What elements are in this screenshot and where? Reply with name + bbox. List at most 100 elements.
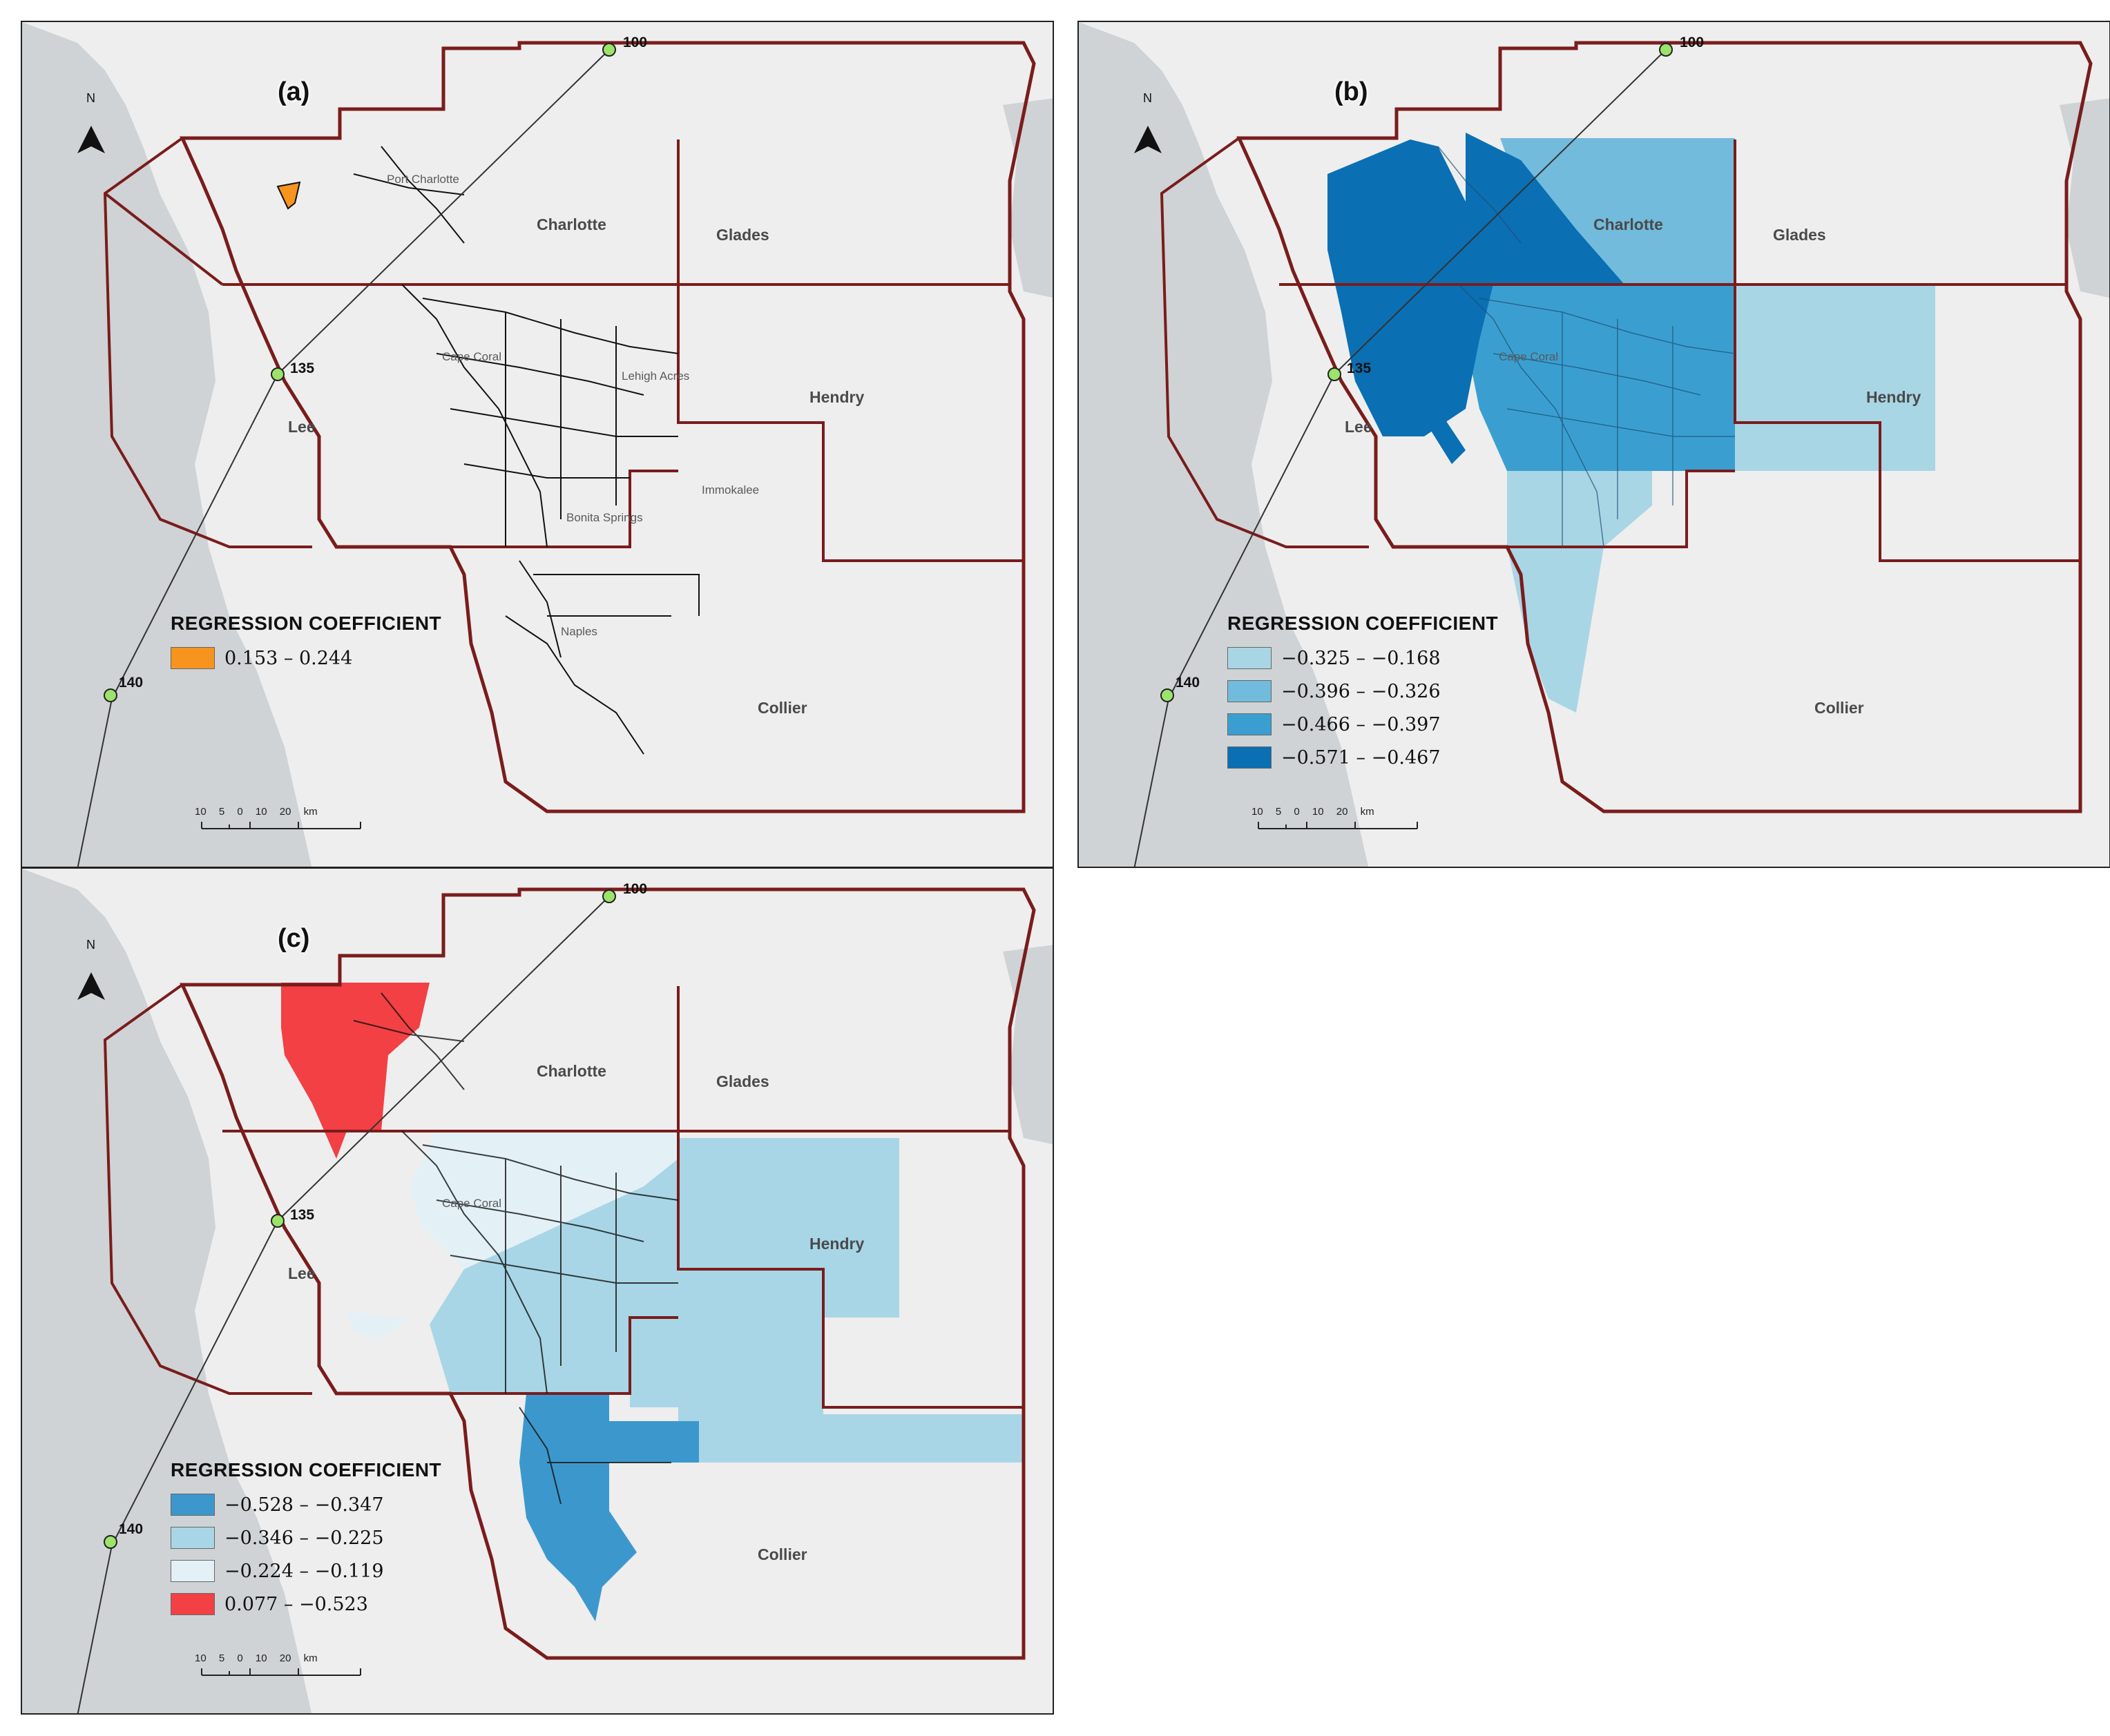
county-label-hendry: Hendry [809,1235,865,1253]
county-line-collier [450,1316,678,1395]
scale-tick: 20 km [279,1652,318,1664]
track-label-140: 140 [1176,675,1200,691]
track-point-135 [1327,367,1341,381]
legend-range: −0.224 – −0.119 [224,1560,384,1582]
track-label-100: 100 [623,35,648,50]
legend-swatch [171,647,215,669]
region-lightest-north [409,1131,678,1269]
map-canvas [1079,22,2109,867]
legend-swatch [1227,647,1272,669]
city-label-cape-coral: Cape Coral [442,350,501,363]
highlight-tract [276,181,301,210]
legend-swatch [1227,713,1272,735]
scale-bar [1258,822,1418,829]
county-label-hendry: Hendry [809,388,865,406]
track-label-100: 100 [1680,35,1705,50]
region-light-charlotte [1500,138,1735,284]
scale-tick: 0 [237,806,243,818]
county-label-glades: Glades [716,226,769,244]
county-label-lee: Lee [288,418,316,436]
legend-title: REGRESSION COEFFICIENT [1227,613,1499,634]
track-label-135: 135 [290,1207,315,1223]
map-panel-b: (b) N 100 135 140 Charlotte Glades Hendr… [1077,21,2110,868]
region-dark-west [1327,139,1493,436]
scale-bar-labels: 10 5 0 10 20 km [195,806,318,818]
map-panel-c: (c) N 100 135 140 Charlotte Glades Hendr… [21,867,1054,1715]
legend-swatch [171,1560,215,1582]
city-label-cape-coral: Cape Coral [1499,350,1558,363]
north-label: N [86,938,95,952]
region-dark-north [1466,133,1624,284]
scale-tick: 5 [218,806,225,818]
scale-tick: 0 [237,1652,243,1664]
study-area-boundary [180,41,1036,813]
city-label-cape-coral: Cape Coral [442,1197,501,1210]
scale-bar [201,822,361,829]
region-lightest-island [347,1311,409,1338]
scale-tick: 10 [195,1652,207,1664]
legend-range: −0.466 – −0.397 [1281,713,1441,735]
hurricane-track [1133,49,1667,867]
hurricane-track [77,49,610,867]
city-label-immokalee: Immokalee [702,483,760,496]
track-point-140 [104,1535,117,1549]
track-point-100 [1659,43,1673,57]
county-label-collier: Collier [758,1545,807,1563]
region-islands [1397,312,1466,464]
region-light-hendry [1735,284,1935,471]
legend-item: −0.528 – −0.347 [171,1492,384,1518]
county-line-hendry [677,1131,1024,1409]
legend-swatch [171,1593,215,1615]
county-line-collier [450,470,678,548]
region-light-collier-strip [630,1318,1024,1463]
county-label-hendry: Hendry [1866,388,1921,406]
county-label-charlotte: Charlotte [537,1062,606,1080]
county-line-hendry [677,284,1024,562]
county-line-collier [1507,470,1735,548]
legend-item: −0.346 – −0.225 [171,1525,384,1551]
scale-bar-labels: 10 5 0 10 20 km [195,1652,318,1664]
county-label-charlotte: Charlotte [1593,215,1663,233]
region-red-charlotte [281,983,430,1159]
region-dark-south [519,1393,699,1621]
panel-label: (c) [278,924,310,953]
census-tracts [353,992,679,1505]
track-point-135 [271,1214,285,1228]
city-label-naples: Naples [561,625,597,638]
legend-item: 0.077 – −0.523 [171,1591,368,1617]
legend-item: 0.153 – 0.244 [171,645,352,671]
city-label-lehigh-acres: Lehigh Acres [622,369,690,383]
legend-range: −0.325 – −0.168 [1281,647,1441,669]
study-area-boundary [180,887,1036,1660]
scale-tick: 10 [1251,806,1263,818]
county-label-glades: Glades [716,1072,769,1090]
north-arrow-icon [77,126,105,153]
region-mid-central [1466,284,1735,471]
county-label-charlotte: Charlotte [537,215,606,233]
legend-range: −0.571 – −0.467 [1281,746,1441,769]
north-arrow-icon [77,972,105,1000]
region-light-hendry [678,1138,899,1318]
track-label-140: 140 [119,675,144,691]
census-tracts [1437,146,1736,548]
track-point-140 [1160,688,1174,702]
track-label-100: 100 [623,881,648,897]
legend-swatch [1227,746,1272,769]
track-point-100 [602,889,616,903]
county-label-lee: Lee [1345,418,1372,436]
legend-title: REGRESSION COEFFICIENT [171,613,442,634]
legend-swatch [171,1494,215,1516]
scale-tick: 10 [1312,806,1324,818]
scale-tick: 5 [1275,806,1282,818]
legend-range: −0.346 – −0.225 [224,1527,384,1549]
legend-range: 0.077 – −0.523 [224,1593,368,1615]
study-area-boundary [1236,41,2093,813]
county-line-gulf [104,192,224,286]
scale-tick: 10 [255,1652,267,1664]
census-tracts [353,146,700,755]
county-label-glades: Glades [1773,226,1826,244]
legend-title: REGRESSION COEFFICIENT [171,1459,442,1481]
legend-range: −0.528 – −0.347 [224,1494,384,1516]
panel-label: (a) [278,77,310,106]
legend-item: −0.224 – −0.119 [171,1558,384,1584]
